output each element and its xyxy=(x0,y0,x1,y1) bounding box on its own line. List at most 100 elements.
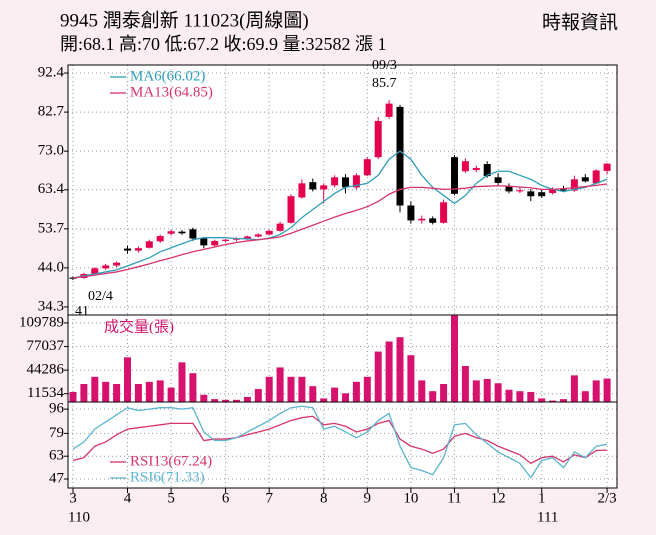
x-tick-label: 12 xyxy=(491,490,506,506)
volume-bar xyxy=(113,383,121,402)
y-tick-label: 109789 xyxy=(19,314,64,330)
y-tick-label: 96 xyxy=(49,401,65,417)
candle-body xyxy=(145,241,153,248)
candle-body xyxy=(243,236,251,239)
candle-body xyxy=(200,238,208,246)
plot-area xyxy=(68,65,617,488)
candle-body xyxy=(581,177,589,182)
volume-bar xyxy=(538,398,546,402)
candle-body xyxy=(298,183,306,198)
y-tick-label: 73.0 xyxy=(38,143,64,159)
volume-bar xyxy=(352,381,360,402)
y-tick-label: 44286 xyxy=(27,362,65,378)
candle-body xyxy=(418,218,426,221)
volume-bar xyxy=(407,355,415,402)
candle-body xyxy=(211,240,219,246)
candle-body xyxy=(603,163,611,171)
candle-body xyxy=(549,188,557,194)
candle-body xyxy=(407,205,415,221)
y-tick-label: 47 xyxy=(49,470,65,486)
candle-body xyxy=(451,157,458,194)
x-tick-label: 2/3 xyxy=(598,490,617,506)
volume-bar xyxy=(418,380,426,402)
candle-body xyxy=(342,177,349,188)
x-tick-label: 4 xyxy=(124,490,132,506)
volume-bar xyxy=(483,378,491,402)
candle-body xyxy=(156,236,164,242)
legend-label: MA13(64.85) xyxy=(130,84,213,100)
candle-body xyxy=(352,175,360,188)
candle-body xyxy=(440,202,448,223)
annotation: 41 xyxy=(75,304,89,319)
x-tick-label: 7 xyxy=(265,490,273,506)
volume-bar xyxy=(527,391,535,402)
panel-border xyxy=(67,401,618,489)
candle-body xyxy=(592,170,600,184)
candle-body xyxy=(483,164,491,177)
volume-bar xyxy=(374,351,382,402)
annotation: 09/3 xyxy=(372,58,397,73)
volume-bar xyxy=(451,315,458,402)
candle-body xyxy=(385,103,393,117)
candle-body xyxy=(189,229,197,239)
y-tick-label: 77037 xyxy=(27,338,65,354)
volume-bar xyxy=(80,383,88,402)
volume-bar xyxy=(233,399,240,402)
candle-body xyxy=(222,239,230,241)
candle-body xyxy=(374,120,382,158)
line-series xyxy=(72,415,608,465)
y-tick-label: 63.4 xyxy=(38,181,65,197)
volume-bar xyxy=(494,383,502,402)
source: 時報資訊 xyxy=(542,11,618,33)
volume-bar xyxy=(516,391,524,402)
volume-bar xyxy=(211,399,219,402)
y-tick-label: 82.7 xyxy=(38,104,65,120)
y-tick-label: 34.3 xyxy=(38,298,64,314)
candle-body xyxy=(167,231,175,234)
candle-body xyxy=(516,190,524,192)
volume-bar xyxy=(189,373,197,402)
candle-body xyxy=(134,248,142,251)
y-tick-label: 63 xyxy=(49,448,64,464)
candle-body xyxy=(113,262,121,266)
candle-body xyxy=(363,159,371,176)
volume-bar xyxy=(570,375,578,402)
legend-label: MA6(66.02) xyxy=(130,68,205,84)
volume-bar xyxy=(156,380,164,402)
volume-bar xyxy=(331,387,339,402)
volume-bar xyxy=(254,389,262,402)
candle-body xyxy=(69,277,77,279)
volume-bar xyxy=(134,383,142,402)
candle-body xyxy=(429,218,437,223)
volume-bar xyxy=(145,381,153,402)
candle-body xyxy=(560,189,567,191)
y-tick-label: 79 xyxy=(49,425,64,441)
candle-body xyxy=(461,161,469,172)
candle-body xyxy=(178,231,186,234)
x-year-label: 110 xyxy=(68,509,90,525)
x-tick-label: 5 xyxy=(167,490,175,506)
y-tick-label: 11534 xyxy=(27,385,64,401)
volume-bar xyxy=(167,387,175,402)
x-tick-label: 10 xyxy=(403,490,418,506)
volume-bar xyxy=(581,391,589,402)
volume-bar xyxy=(200,394,208,402)
volume-bar xyxy=(385,341,393,402)
y-tick-label: 53.7 xyxy=(38,220,65,236)
candle-body xyxy=(472,168,480,171)
chart-title: 9945 潤泰創新 111023(周線圖) xyxy=(60,9,309,31)
volume-bar xyxy=(592,380,600,402)
candle-body xyxy=(124,248,131,251)
x-tick-label: 3 xyxy=(69,490,77,506)
volume-bar xyxy=(265,376,273,402)
candle-body xyxy=(287,196,295,223)
candle-body xyxy=(254,234,262,237)
candle-body xyxy=(309,182,317,190)
subtitle: 開:68.1 高:70 低:67.2 收:69.9 量:32582 漲 1 xyxy=(60,34,387,54)
candle-body xyxy=(276,223,284,231)
volume-bar xyxy=(363,376,371,402)
annotation: 85.7 xyxy=(372,76,397,91)
x-tick-label: 1 xyxy=(538,490,546,506)
candle-body xyxy=(91,268,99,274)
